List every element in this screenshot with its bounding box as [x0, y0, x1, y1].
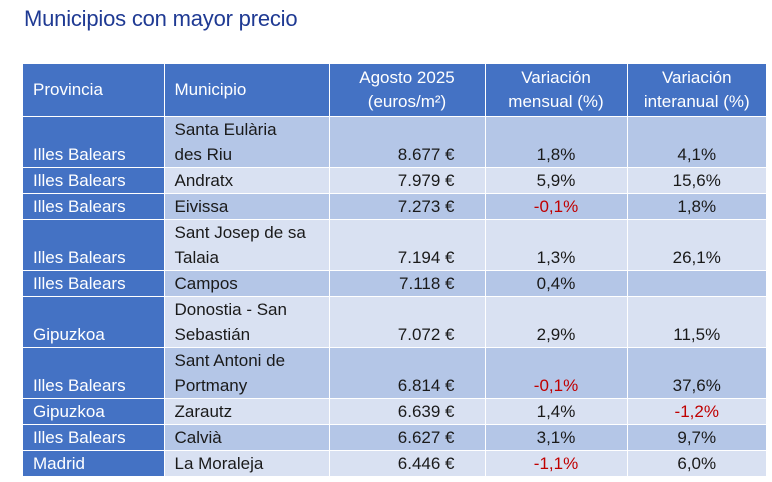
cell-precio: 6.446 €: [329, 450, 486, 476]
cell-precio: 8.677 €: [329, 116, 486, 168]
municipio-line: Sebastián: [174, 325, 251, 344]
table-row: Illes Balears Santa Eulària des Riu 8.677 €…: [23, 116, 766, 168]
page-title: Municipios con mayor precio: [24, 6, 298, 31]
table-header-row: Provincia Municipio Agosto 2025 (euros/m…: [23, 64, 766, 117]
cell-precio: 6.639 €: [329, 398, 486, 425]
cell-variacion-mensual: 5,9%: [485, 167, 628, 194]
cell-variacion-mensual: 1,3%: [485, 219, 628, 271]
municipio-line: Donostia - San: [174, 300, 287, 319]
cell-precio: 7.979 €: [329, 167, 486, 194]
municipio-line: Zarautz: [174, 402, 233, 421]
cell-municipio: Sant Josep de sa Talaia: [164, 219, 330, 271]
cell-variacion-interanual: 26,1%: [627, 219, 766, 271]
cell-variacion-mensual: 1,4%: [485, 398, 628, 425]
header-mensual-line2: mensual (%): [508, 92, 604, 111]
cell-municipio: Santa Eulària des Riu: [164, 116, 330, 168]
municipio-line: des Riu: [174, 145, 233, 164]
cell-provincia: Illes Balears: [23, 193, 165, 220]
header-interanual-line1: Variación: [661, 68, 732, 87]
cell-municipio: Andratx: [164, 167, 330, 194]
cell-variacion-mensual: 1,8%: [485, 116, 628, 168]
cell-provincia: Illes Balears: [23, 270, 165, 297]
municipio-line: Campos: [174, 274, 238, 293]
cell-variacion-interanual: 4,1%: [627, 116, 766, 168]
cell-provincia: Illes Balears: [23, 167, 165, 194]
cell-municipio: Zarautz: [164, 398, 330, 425]
cell-precio: 6.627 €: [329, 424, 486, 451]
municipio-line: Talaia: [174, 248, 219, 267]
cell-variacion-interanual: -1,2%: [627, 398, 766, 425]
table-body: Illes Balears Santa Eulària des Riu 8.677 €…: [23, 116, 766, 476]
cell-provincia: Gipuzkoa: [23, 398, 165, 425]
cell-variacion-interanual: 11,5%: [627, 296, 766, 348]
header-precio-line1: Agosto 2025: [359, 68, 455, 87]
header-precio: Agosto 2025 (euros/m²): [329, 64, 486, 117]
cell-municipio: Sant Antoni de Portmany: [164, 347, 330, 399]
cell-variacion-interanual: 1,8%: [627, 193, 766, 220]
header-municipio: Municipio: [164, 64, 330, 117]
cell-precio: 7.194 €: [329, 219, 486, 271]
municipio-line: Andratx: [174, 171, 234, 190]
cell-precio: 6.814 €: [329, 347, 486, 399]
header-municipio-label: Municipio: [174, 80, 247, 99]
cell-variacion-mensual: 0,4%: [485, 270, 628, 297]
cell-variacion-mensual: 2,9%: [485, 296, 628, 348]
cell-precio: 7.118 €: [329, 270, 486, 297]
header-precio-line2: (euros/m²): [367, 92, 447, 111]
municipio-line: Portmany: [174, 376, 248, 395]
header-provincia: Provincia: [23, 64, 165, 117]
cell-variacion-interanual: 37,6%: [627, 347, 766, 399]
municipio-line: Eivissa: [174, 197, 229, 216]
cell-precio: 7.072 €: [329, 296, 486, 348]
cell-provincia: Illes Balears: [23, 347, 165, 399]
table-row: Illes Balears Sant Josep de sa Talaia 7.194…: [23, 219, 766, 271]
table-row: Illes Balears Sant Antoni de Portmany 6.814…: [23, 347, 766, 399]
cell-variacion-interanual: 15,6%: [627, 167, 766, 194]
header-interanual-line2: interanual (%): [643, 92, 750, 111]
municipio-line: La Moraleja: [174, 454, 264, 473]
table-row: Illes Balears Calvià 6.627 €3,1% 9,7%: [23, 424, 766, 451]
municipio-line: Sant Antoni de: [174, 351, 286, 370]
table-row: Illes Balears Eivissa 7.273 € -0,1% 1,8%: [23, 193, 766, 220]
cell-provincia: Illes Balears: [23, 219, 165, 271]
cell-variacion-interanual: 9,7%: [627, 424, 766, 451]
table-row: Gipuzkoa Zarautz 6.639 €1,4% -1,2%: [23, 398, 766, 425]
cell-variacion-mensual: -0,1%: [485, 193, 628, 220]
municipio-line: Sant Josep de sa: [174, 223, 306, 242]
table-row: Illes Balears Andratx 7.979 €5,9% 15,6%: [23, 167, 766, 194]
cell-variacion-interanual: [627, 270, 766, 297]
cell-municipio: Donostia - San Sebastián: [164, 296, 330, 348]
cell-provincia: Illes Balears: [23, 116, 165, 168]
cell-precio: 7.273 €: [329, 193, 486, 220]
header-variacion-interanual: Variación interanual (%): [627, 64, 766, 117]
cell-municipio: Campos: [164, 270, 330, 297]
header-provincia-label: Provincia: [33, 80, 103, 99]
municipio-line: Santa Eulària: [174, 120, 277, 139]
cell-variacion-mensual: 3,1%: [485, 424, 628, 451]
cell-municipio: La Moraleja: [164, 450, 330, 476]
table-row: Illes Balears Campos 7.118 €0,4%: [23, 270, 766, 297]
municipio-line: Calvià: [174, 428, 222, 447]
cell-provincia: Illes Balears: [23, 424, 165, 451]
header-variacion-mensual: Variación mensual (%): [485, 64, 628, 117]
cell-provincia: Gipuzkoa: [23, 296, 165, 348]
cell-municipio: Eivissa: [164, 193, 330, 220]
cell-municipio: Calvià: [164, 424, 330, 451]
cell-provincia: Madrid: [23, 450, 165, 476]
header-mensual-line1: Variación: [521, 68, 591, 87]
table-row: Madrid La Moraleja 6.446 € -1,1% 6,0%: [23, 450, 766, 476]
prices-table: Provincia Municipio Agosto 2025 (euros/m…: [23, 64, 766, 476]
table-row: Gipuzkoa Donostia - San Sebastián 7.072 €2,…: [23, 296, 766, 348]
cell-variacion-mensual: -1,1%: [485, 450, 628, 476]
cell-variacion-mensual: -0,1%: [485, 347, 628, 399]
cell-variacion-interanual: 6,0%: [627, 450, 766, 476]
